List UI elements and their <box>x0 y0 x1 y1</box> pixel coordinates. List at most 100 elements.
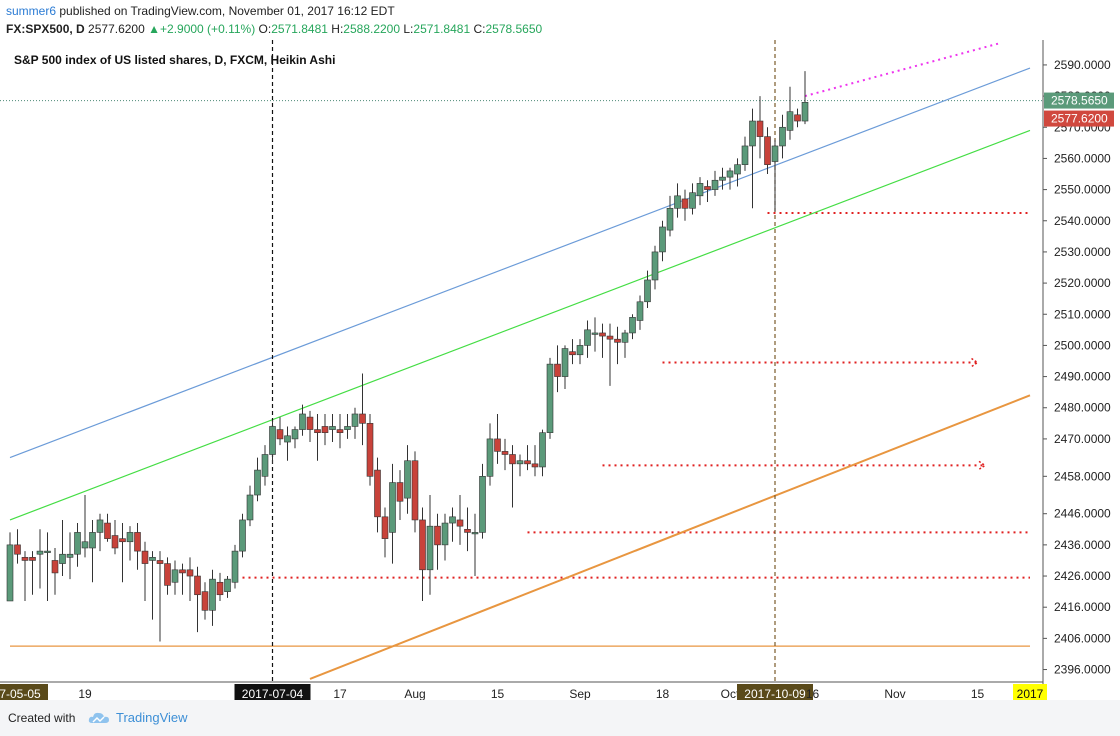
candle <box>239 513 246 558</box>
candle-body <box>96 519 104 533</box>
candle <box>351 407 359 439</box>
candle-body <box>164 563 171 586</box>
candle <box>306 410 314 443</box>
candle <box>44 532 51 601</box>
candle <box>366 413 374 486</box>
candle <box>59 519 66 577</box>
publish-info: summer6 published on TradingView.com, No… <box>6 4 395 18</box>
candle <box>359 373 366 446</box>
x-tick-label: Aug <box>404 687 425 700</box>
candle <box>29 551 36 595</box>
candle <box>621 329 629 358</box>
y-tick-label: 2406.0000 <box>1054 631 1111 645</box>
candle-body <box>111 535 119 549</box>
candle-body <box>644 279 651 303</box>
publish-header: summer6 published on TradingView.com, No… <box>0 0 1120 40</box>
price-chart[interactable]: 2590.00002580.00002570.00002560.00002550… <box>0 40 1120 700</box>
candle-body <box>539 432 546 468</box>
candle <box>396 470 404 520</box>
symbol-label: FX:SPX500, D <box>6 22 85 36</box>
cloud-logo-icon <box>88 712 109 723</box>
candle-body <box>134 532 141 552</box>
candle-body <box>561 348 569 377</box>
candle <box>666 195 674 237</box>
candle <box>546 357 554 439</box>
price-badge-label: 2577.6200 <box>1051 112 1108 126</box>
x-label-highlight <box>234 684 311 700</box>
candle <box>501 438 509 471</box>
candle-body <box>141 550 149 564</box>
candle <box>209 569 216 626</box>
arrow-right-icon <box>978 460 987 471</box>
candle <box>576 339 584 365</box>
candle-body <box>501 451 509 455</box>
candle-body <box>651 251 659 281</box>
candle-body <box>261 454 269 477</box>
candle <box>599 323 606 358</box>
candle-body <box>344 426 351 430</box>
candle-body <box>794 114 801 122</box>
candle-body <box>734 164 741 175</box>
up-triangle-icon: ▲ <box>148 22 161 36</box>
candle <box>344 413 351 439</box>
candle <box>494 413 501 464</box>
x-tick-label: 2017-10-09 <box>744 687 806 700</box>
candle <box>591 317 599 352</box>
candle-body <box>756 120 764 137</box>
candle-body <box>426 525 434 571</box>
candle-body <box>689 192 696 209</box>
tradingview-brand[interactable]: TradingView <box>88 710 188 725</box>
candle-body <box>681 198 689 209</box>
y-tick-label: 2500.0000 <box>1054 338 1111 352</box>
y-tick-label: 2490.0000 <box>1054 370 1111 384</box>
candle <box>486 423 494 486</box>
candle-body <box>449 516 456 524</box>
candle <box>779 114 786 159</box>
candle-body <box>411 460 419 521</box>
candle-body <box>14 544 21 555</box>
candle <box>321 413 329 446</box>
candle <box>479 463 486 539</box>
candle <box>704 180 711 203</box>
candle-body <box>374 469 381 518</box>
candle-body <box>719 176 726 181</box>
candle <box>426 495 434 595</box>
candle <box>741 136 749 171</box>
candle <box>134 523 141 570</box>
candle-body <box>554 363 561 377</box>
candle <box>614 326 621 365</box>
candle <box>786 86 794 140</box>
x-tick-label: Nov <box>884 687 905 700</box>
candle-body <box>389 482 396 533</box>
candle <box>149 551 156 620</box>
candle-body <box>711 179 719 190</box>
candle-body <box>351 413 359 427</box>
candle-body <box>524 460 531 465</box>
candle <box>374 457 381 533</box>
candle <box>464 507 471 552</box>
candle-body <box>591 332 599 335</box>
candle-body <box>179 569 186 574</box>
candle-body <box>59 553 66 564</box>
candle <box>21 551 29 601</box>
open-value: 2571.8481 <box>271 22 328 36</box>
candle <box>119 523 126 583</box>
candle <box>81 495 89 558</box>
candle-body <box>779 126 786 147</box>
candle <box>629 314 636 340</box>
footer-bar: Created with TradingView <box>0 700 1120 736</box>
candle-body <box>21 557 29 561</box>
candle-body <box>171 569 179 583</box>
candle <box>516 454 524 477</box>
y-tick-label: 2540.0000 <box>1054 214 1111 228</box>
y-tick-label: 2426.0000 <box>1054 569 1111 583</box>
x-tick-label: 15 <box>971 687 985 700</box>
author-link[interactable]: summer6 <box>6 4 57 18</box>
x-tick-label: 15 <box>491 687 505 700</box>
candle <box>644 270 651 309</box>
candle <box>194 566 201 633</box>
candle-body <box>231 550 239 583</box>
candle-body <box>621 332 629 343</box>
candle <box>749 108 756 209</box>
candle <box>711 170 719 196</box>
